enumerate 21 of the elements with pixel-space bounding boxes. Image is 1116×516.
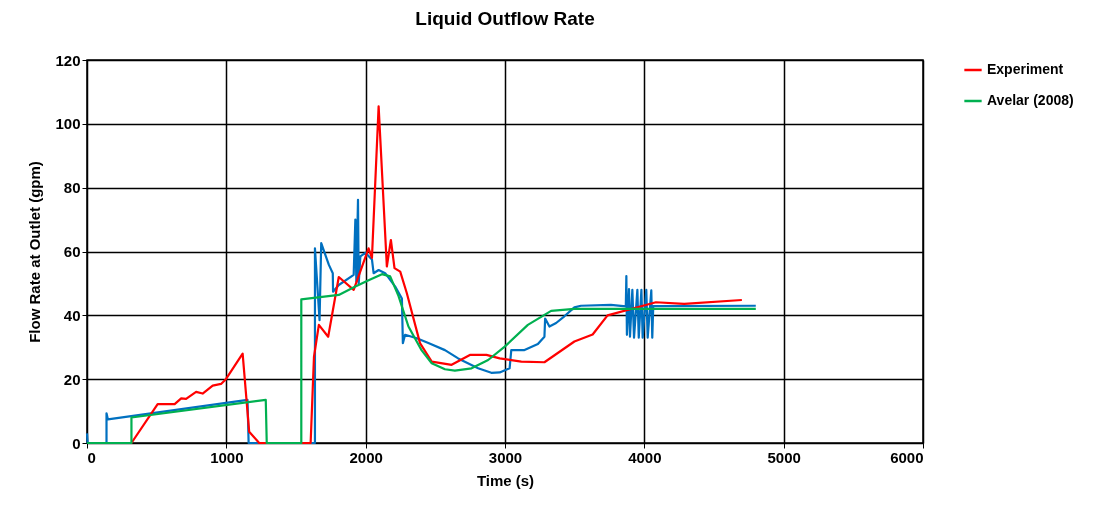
y-tick-label: 40 [63,306,81,324]
legend-label: Experiment [987,61,1064,77]
line-series [85,198,757,445]
x-tick-label: 4000 [628,448,662,466]
x-tick-label: 5000 [767,448,801,466]
y-axis-title: Flow Rate at Outlet (gpm) [26,161,44,343]
line-series [85,273,757,445]
y-tick-label: 120 [55,51,81,69]
x-axis-title: Time (s) [476,471,535,489]
y-tick-label: 100 [55,115,81,133]
y-tick-label: 20 [63,370,81,388]
x-tick-label: 6000 [890,448,924,466]
y-tick-label: 0 [72,434,81,452]
x-tick-label: 1000 [210,448,244,466]
y-tick-label: 80 [63,179,81,197]
x-tick-label: 3000 [488,448,523,466]
y-tick-label: 60 [63,243,81,260]
chart-title: Liquid Outflow Rate [415,8,595,29]
x-tick-label: 2000 [349,448,383,466]
legend-label: Avelar (2008) [987,92,1074,108]
x-tick-label: 0 [87,448,96,466]
